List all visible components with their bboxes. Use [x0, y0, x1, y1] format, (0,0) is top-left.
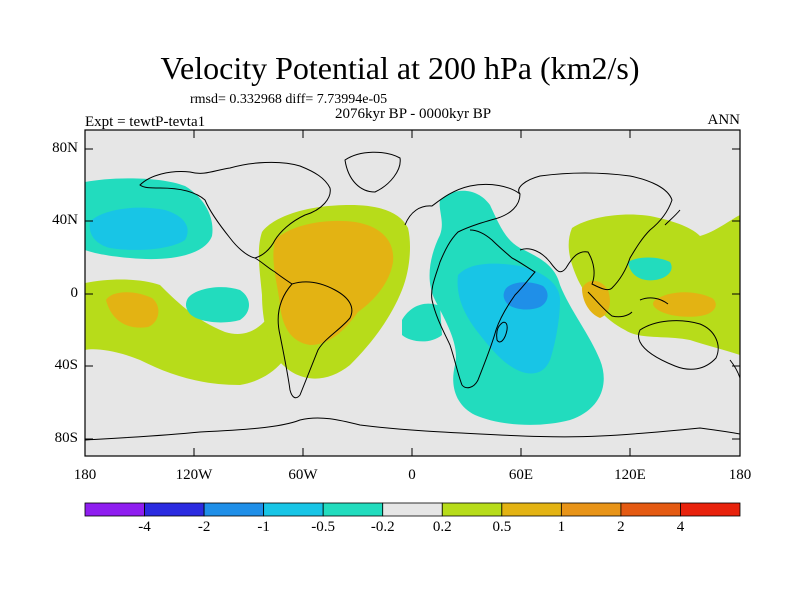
- lon-label-60e: 60E: [508, 467, 534, 483]
- colorbar: [84, 502, 741, 517]
- lat-label-40n: 40N: [52, 212, 78, 228]
- colorbar-box-7: [501, 502, 562, 517]
- lat-ticks: [85, 148, 740, 440]
- period-line: 2076kyr BP - 0000kyr BP: [334, 106, 492, 122]
- coastlines: [85, 151, 740, 441]
- mid-atlantic-negative: [402, 303, 442, 342]
- lon-ticks: [193, 130, 631, 456]
- colorbar-label: -1: [257, 519, 270, 535]
- lat-label-80s: 80S: [54, 430, 78, 446]
- season-label: ANN: [707, 112, 741, 128]
- colorbar-box-2: [203, 502, 265, 517]
- lon-label-180w: 180: [73, 467, 97, 483]
- sumatra-positive-mid: [582, 280, 610, 318]
- chart-title: Velocity Potential at 200 hPa (km2/s): [160, 50, 640, 86]
- colorbar-box-10: [680, 502, 741, 517]
- lon-label-60w: 60W: [288, 467, 318, 483]
- colorbar-label: 2: [617, 519, 625, 535]
- stats-line: rmsd= 0.332968 diff= 7.73994e-05: [190, 92, 388, 107]
- contour-field: [85, 130, 740, 456]
- lon-label-120e: 120E: [614, 467, 646, 483]
- colorbar-box-4: [322, 502, 384, 517]
- colorbar-label: 0.5: [492, 519, 512, 535]
- lon-label-120w: 120W: [175, 467, 213, 483]
- lat-label-80n: 80N: [52, 140, 78, 156]
- colorbar-label: -0.2: [370, 519, 395, 535]
- colorbar-box-8: [560, 502, 622, 517]
- colorbar-box-1: [144, 502, 205, 517]
- colorbar-box-3: [263, 502, 324, 517]
- colorbar-box-6: [441, 502, 503, 517]
- colorbar-label: 0.2: [432, 519, 452, 535]
- lon-label-180e: 180: [728, 467, 752, 483]
- colorbar-box-0: [84, 502, 145, 517]
- colorbar-label: 4: [676, 519, 685, 535]
- colorbar-label: -0.5: [311, 519, 336, 535]
- colorbar-box-5: [382, 502, 443, 517]
- experiment-label: Expt = tewtP-tevta1: [85, 114, 206, 130]
- colorbar-box-9: [620, 502, 681, 517]
- colorbar-label: -4: [138, 519, 151, 535]
- colorbar-label: -2: [197, 519, 211, 535]
- indian-ocean-negative-core: [503, 282, 548, 310]
- lat-label-0: 0: [70, 285, 79, 301]
- lon-label-0: 0: [408, 467, 416, 483]
- north-pacific-negative-mid: [89, 207, 188, 250]
- east-pacific-negative: [185, 287, 249, 323]
- lat-label-40s: 40S: [54, 357, 78, 373]
- new-guinea-positive-mid: [653, 292, 716, 317]
- atlantic-positive-mid: [273, 220, 394, 345]
- west-pacific-positive-weak: [568, 214, 740, 355]
- pacific-positive-mid: [106, 292, 159, 328]
- philippines-negative: [628, 257, 672, 281]
- colorbar-label: 1: [557, 519, 566, 535]
